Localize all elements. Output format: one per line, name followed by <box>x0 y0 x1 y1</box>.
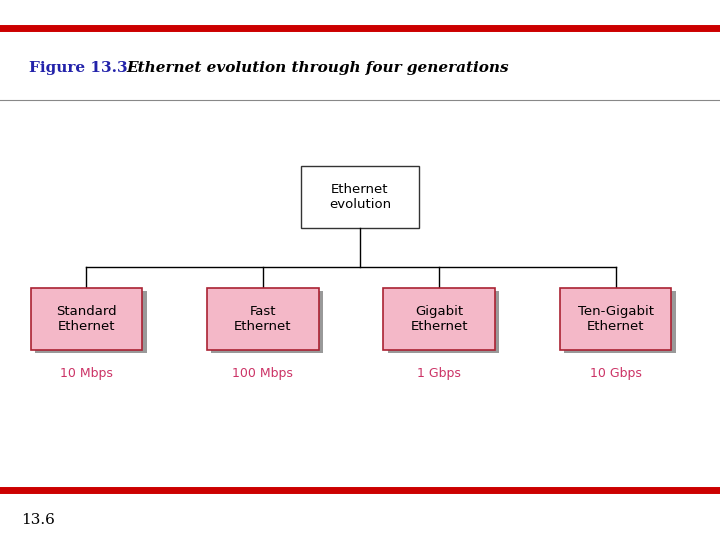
FancyBboxPatch shape <box>35 292 147 354</box>
Text: 1 Gbps: 1 Gbps <box>418 367 461 381</box>
FancyBboxPatch shape <box>383 287 495 350</box>
Text: 10 Mbps: 10 Mbps <box>60 367 113 381</box>
Text: Ethernet
evolution: Ethernet evolution <box>329 183 391 211</box>
FancyBboxPatch shape <box>387 292 500 354</box>
Text: Ethernet evolution through four generations: Ethernet evolution through four generati… <box>126 61 508 75</box>
Text: Figure 13.3: Figure 13.3 <box>29 61 127 75</box>
Text: Fast
Ethernet: Fast Ethernet <box>234 305 292 333</box>
FancyBboxPatch shape <box>301 166 419 228</box>
FancyBboxPatch shape <box>564 292 676 354</box>
FancyBboxPatch shape <box>212 292 323 354</box>
Text: Gigabit
Ethernet: Gigabit Ethernet <box>410 305 468 333</box>
Text: Ten-Gigabit
Ethernet: Ten-Gigabit Ethernet <box>577 305 654 333</box>
FancyBboxPatch shape <box>560 287 671 350</box>
Text: 100 Mbps: 100 Mbps <box>233 367 293 381</box>
FancyBboxPatch shape <box>207 287 319 350</box>
Text: 10 Gbps: 10 Gbps <box>590 367 642 381</box>
FancyBboxPatch shape <box>30 287 143 350</box>
Text: Standard
Ethernet: Standard Ethernet <box>56 305 117 333</box>
Text: 13.6: 13.6 <box>22 513 55 527</box>
